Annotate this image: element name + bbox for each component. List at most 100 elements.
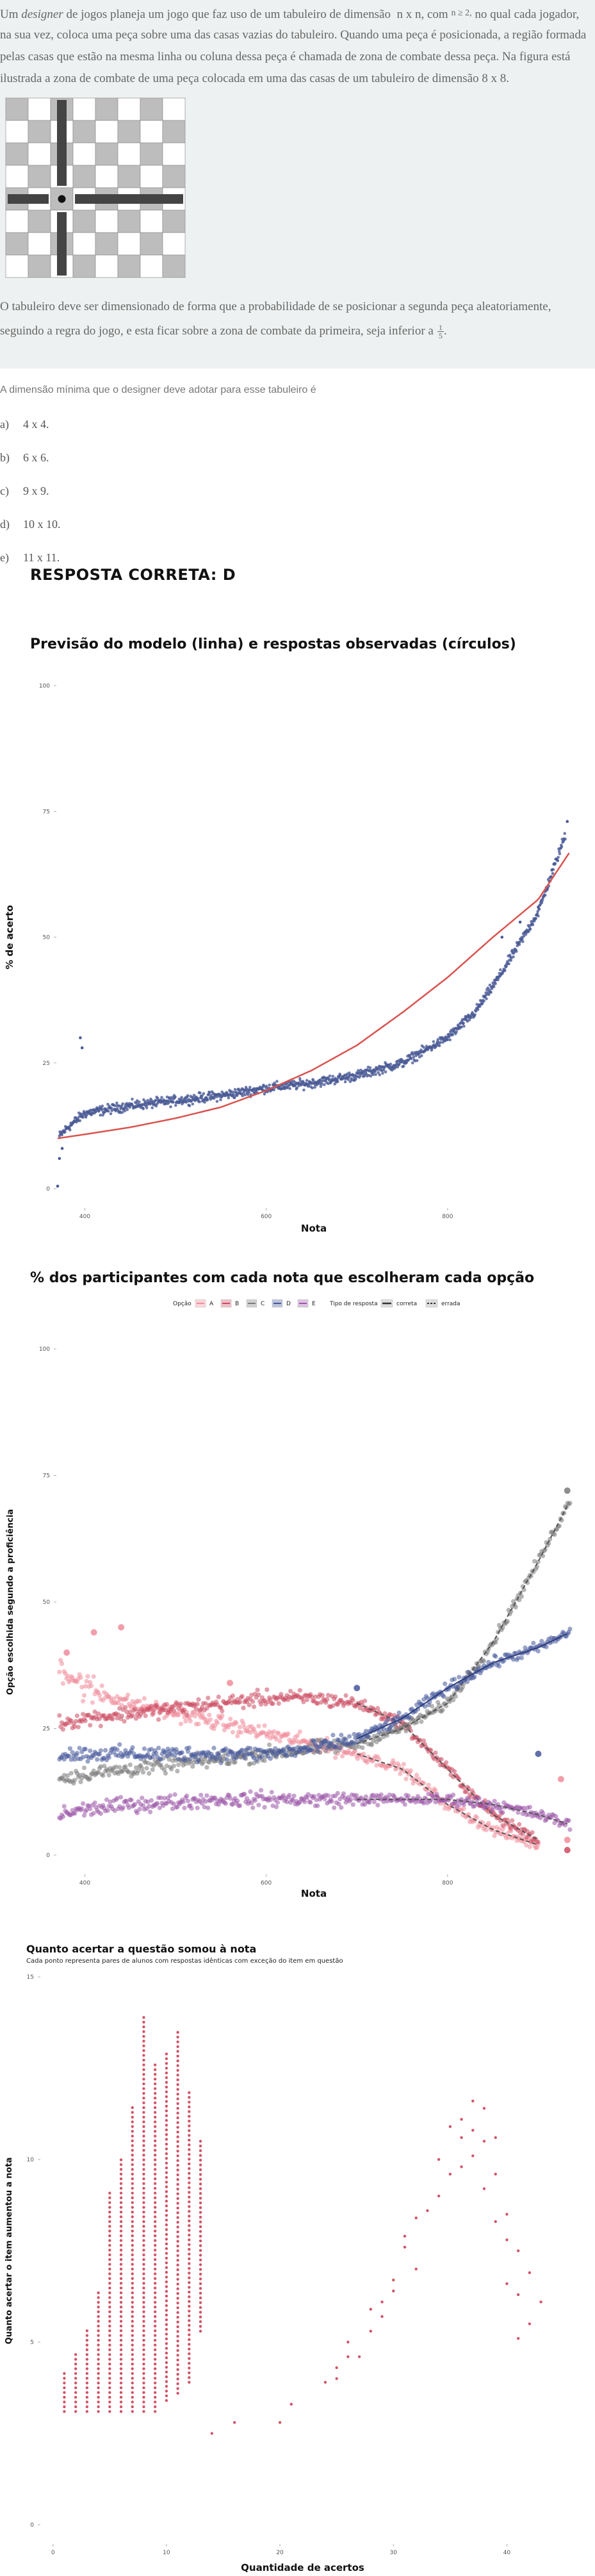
chart3-point bbox=[119, 2320, 123, 2323]
chart3-point bbox=[142, 2111, 145, 2114]
chart3-point bbox=[142, 2225, 145, 2228]
chart3-point bbox=[460, 2118, 463, 2121]
chart3-point bbox=[142, 2092, 145, 2095]
chart1-observed-point bbox=[512, 955, 515, 959]
chart3-point bbox=[188, 2186, 191, 2190]
chart1-observed-point bbox=[482, 1000, 485, 1003]
chart1-observed-point bbox=[154, 1098, 158, 1102]
chart3-point bbox=[153, 2249, 157, 2252]
chart1-observed-point bbox=[397, 1062, 401, 1066]
chart3-point bbox=[153, 2163, 157, 2167]
chart3-point bbox=[494, 2172, 497, 2176]
option-e[interactable]: e) 11 x 11. bbox=[0, 551, 60, 564]
chart3-point bbox=[108, 2377, 111, 2380]
chart3-point bbox=[153, 2097, 157, 2100]
chart3-point bbox=[176, 2211, 179, 2215]
chart3-point bbox=[85, 2353, 89, 2356]
chart2-point-A bbox=[83, 1683, 88, 1688]
chart3-point bbox=[188, 2119, 191, 2123]
chart2-point-B bbox=[155, 1705, 160, 1710]
chart3-point bbox=[471, 2154, 475, 2158]
chart3-point bbox=[119, 2400, 123, 2404]
chart3-point bbox=[153, 2239, 157, 2242]
chart2-legend-type: errada bbox=[441, 1301, 461, 1307]
chart3-point bbox=[188, 2314, 191, 2318]
chart3-point bbox=[142, 2016, 145, 2019]
chart1-observed-point bbox=[369, 1074, 373, 1078]
chart3-point bbox=[119, 2339, 123, 2342]
chart3-point bbox=[108, 2357, 111, 2361]
chart3-point bbox=[414, 2217, 418, 2220]
chart3-point bbox=[142, 2258, 145, 2261]
option-a[interactable]: a) 4 x 4. bbox=[0, 418, 49, 431]
chart3-point bbox=[131, 2263, 134, 2266]
option-b[interactable]: b) 6 x 6. bbox=[0, 451, 49, 464]
chart2-legend-option: E bbox=[312, 1301, 316, 1307]
chart2-point-E bbox=[461, 1802, 466, 1807]
chart3-point bbox=[188, 2219, 191, 2222]
chart3-point bbox=[199, 2306, 202, 2309]
chart3-point bbox=[85, 2343, 89, 2347]
chart3-point bbox=[176, 2259, 179, 2262]
chart3-point bbox=[108, 2243, 111, 2247]
chart3-point bbox=[142, 2087, 145, 2090]
chart2-point-A bbox=[124, 1696, 129, 1701]
chart3-point bbox=[176, 2373, 179, 2376]
board-cell bbox=[72, 120, 96, 144]
chart3-point bbox=[153, 2286, 157, 2290]
chart2-ytick-label: 50 bbox=[43, 1599, 51, 1606]
chart2-point-C bbox=[78, 1779, 83, 1785]
chart2-point-E bbox=[230, 1802, 235, 1807]
chart2-point-B bbox=[452, 1769, 457, 1774]
chart3-point bbox=[119, 2220, 123, 2224]
chart1-observed-point bbox=[407, 1058, 411, 1062]
chart3-point bbox=[153, 2220, 157, 2224]
chart3-point bbox=[199, 2230, 202, 2233]
chart3-point bbox=[176, 2202, 179, 2205]
chart3-point bbox=[153, 2129, 157, 2133]
chart2-point-E bbox=[129, 1797, 134, 1803]
chart2-point-D bbox=[142, 1746, 147, 1751]
chart1-observed-point bbox=[246, 1093, 250, 1096]
chart1-observed-point bbox=[409, 1057, 413, 1061]
chart2-point-B bbox=[439, 1756, 444, 1762]
chart3-point bbox=[63, 2410, 66, 2413]
chart3-point bbox=[97, 2300, 100, 2304]
chart3-point bbox=[188, 2229, 191, 2232]
chart3-point bbox=[108, 2220, 111, 2224]
chart2-point-E bbox=[567, 1827, 573, 1832]
chart2-point-C bbox=[262, 1758, 267, 1763]
chart1-observed-point bbox=[462, 1025, 466, 1028]
option-d[interactable]: d) 10 x 10. bbox=[0, 518, 61, 531]
chart2-point-B bbox=[157, 1710, 162, 1715]
chart3-point bbox=[108, 2263, 111, 2266]
chart2-point-D bbox=[69, 1757, 74, 1762]
chart1-observed-point bbox=[521, 940, 525, 943]
chart1-observed-point bbox=[212, 1096, 216, 1100]
chart3-point bbox=[165, 2384, 168, 2388]
chart1-observed-point bbox=[302, 1088, 306, 1092]
chart3-point bbox=[188, 2148, 191, 2151]
chart3-point bbox=[85, 2381, 89, 2384]
chart2-point-E bbox=[204, 1793, 209, 1798]
chart1-observed-point bbox=[320, 1082, 323, 1086]
chart1-observed-point bbox=[556, 859, 560, 863]
chart3-point bbox=[165, 2223, 168, 2227]
chart2-point-B bbox=[164, 1702, 169, 1707]
chart3-point bbox=[188, 2272, 191, 2275]
chart2-point-E bbox=[157, 1805, 162, 1810]
chart3-point bbox=[165, 2252, 168, 2255]
chart2-point-A bbox=[238, 1730, 243, 1735]
chart2-point-D bbox=[77, 1746, 82, 1751]
chart3-point bbox=[165, 2380, 168, 2383]
chart3-point bbox=[369, 2329, 373, 2333]
option-c[interactable]: c) 9 x 9. bbox=[0, 484, 49, 497]
chart3-point bbox=[199, 2197, 202, 2200]
chart3-point bbox=[176, 2083, 179, 2086]
chart1-observed-point bbox=[302, 1080, 305, 1084]
chart1-ytick-label: 25 bbox=[43, 1061, 50, 1067]
chart1-observed-point bbox=[81, 1116, 85, 1119]
chart3-point bbox=[176, 2059, 179, 2063]
chart3-point bbox=[176, 2344, 179, 2347]
chart2-point-E bbox=[302, 1799, 307, 1804]
